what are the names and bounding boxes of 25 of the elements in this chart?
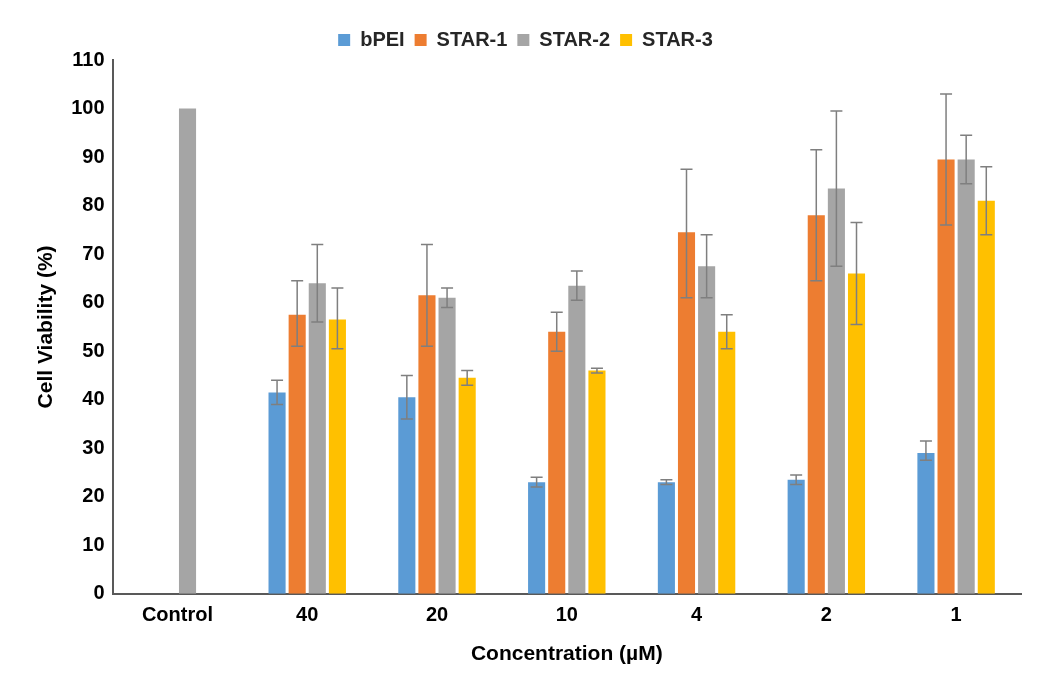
y-tick-label: 90 (82, 144, 105, 167)
y-tick-label: 20 (82, 484, 105, 507)
x-axis-title: Concentration (µM) (470, 641, 663, 665)
y-tick-label: 70 (82, 241, 105, 264)
y-tick-label: 10 (82, 532, 105, 555)
x-tick-label: 4 (691, 603, 703, 626)
y-tick-label: 110 (72, 47, 105, 70)
legend-label: STAR-3 (642, 27, 713, 50)
legend-label: STAR-1 (436, 27, 508, 50)
y-tick-label: 80 (82, 193, 105, 216)
x-tick-label: 10 (555, 603, 578, 626)
y-tick-label: 30 (82, 435, 105, 458)
legend-label: STAR-2 (539, 27, 611, 50)
x-tick-label: 40 (296, 603, 319, 626)
x-tick-label: Control (141, 603, 213, 626)
legend-label: bPEI (360, 27, 405, 50)
y-tick-label: 40 (82, 387, 105, 410)
y-axis-title: Cell Viability (%) (33, 245, 57, 409)
x-tick-label: 1 (950, 603, 962, 626)
y-tick-label: 100 (71, 96, 105, 119)
y-tick-label: 0 (93, 581, 105, 604)
y-tick-label: 50 (82, 338, 105, 361)
y-tick-label: 60 (82, 290, 105, 313)
x-tick-label: 2 (820, 603, 832, 626)
x-tick-label: 20 (425, 603, 449, 626)
